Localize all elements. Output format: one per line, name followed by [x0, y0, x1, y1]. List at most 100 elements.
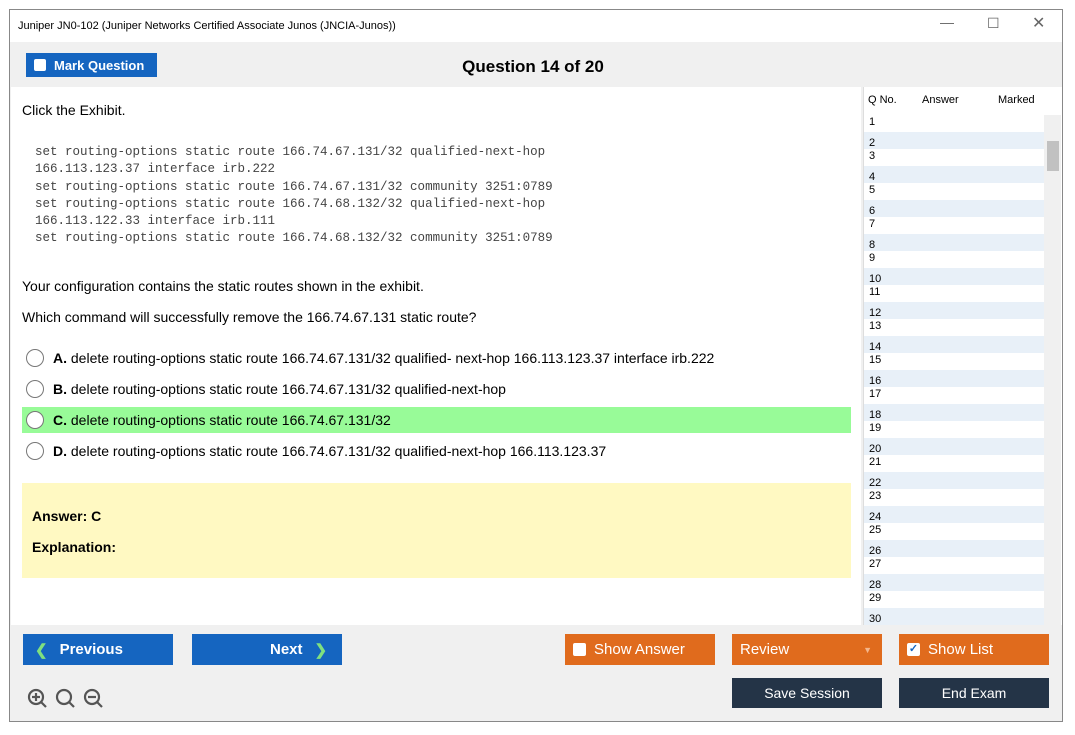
question-number: 3 — [869, 150, 876, 162]
list-row[interactable]: 8 — [864, 234, 1044, 251]
question-number: 10 — [869, 273, 882, 285]
option-text: D. delete routing-options static route 1… — [53, 443, 606, 459]
list-row[interactable]: 14 — [864, 336, 1044, 353]
list-row[interactable]: 6 — [864, 200, 1044, 217]
previous-button[interactable]: ❮ Previous — [23, 634, 173, 665]
save-session-button[interactable]: Save Session — [732, 678, 882, 708]
answer-label: Answer: C — [32, 508, 102, 524]
list-row[interactable]: 19 — [864, 421, 1044, 438]
label: Show List — [928, 641, 994, 658]
answer-option[interactable]: B. delete routing-options static route 1… — [22, 376, 851, 402]
zoom-in[interactable] — [27, 688, 47, 708]
label: Review — [740, 641, 790, 658]
app-window: Juniper JN0-102 (Juniper Networks Certif… — [9, 9, 1063, 722]
zoom-reset[interactable] — [55, 688, 75, 708]
label: Save Session — [764, 685, 850, 701]
radio-button[interactable] — [26, 442, 44, 460]
label: Mark Question — [54, 57, 145, 73]
list-row[interactable]: 11 — [864, 285, 1044, 302]
list-row[interactable]: 20 — [864, 438, 1044, 455]
radio-button[interactable] — [26, 380, 44, 398]
question-number: 19 — [869, 422, 882, 434]
window-title: Juniper JN0-102 (Juniper Networks Certif… — [18, 20, 396, 32]
list-rows: 1 2 3 4 5 6 7 8 9 10 11 12 13 14 15 16 17 18 19 20 21 22 23 24 2… — [864, 115, 1044, 625]
list-row[interactable]: 15 — [864, 353, 1044, 370]
list-row[interactable]: 12 — [864, 302, 1044, 319]
exhibit-line: set routing-options static route 166.74.… — [35, 231, 553, 246]
list-row[interactable]: 22 — [864, 472, 1044, 489]
header-answer: Answer — [922, 94, 959, 106]
exhibit: set routing-options static route 166.74.… — [35, 144, 553, 248]
title-bar: Juniper JN0-102 (Juniper Networks Certif… — [10, 10, 1062, 42]
zoom-out[interactable] — [83, 688, 103, 708]
question-number: 11 — [869, 286, 881, 298]
next-button[interactable]: Next ❯ — [192, 634, 342, 665]
answer-option[interactable]: D. delete routing-options static route 1… — [22, 438, 851, 464]
list-row[interactable]: 25 — [864, 523, 1044, 540]
list-row[interactable]: 2 — [864, 132, 1044, 149]
option-body: delete routing-options static route 166.… — [70, 381, 506, 397]
radio-button[interactable] — [26, 349, 44, 367]
answer-option[interactable]: A. delete routing-options static route 1… — [22, 345, 851, 371]
exhibit-line: 166.113.123.37 interface irb.222 — [35, 162, 276, 177]
list-row[interactable]: 9 — [864, 251, 1044, 268]
zoom-controls — [27, 688, 103, 708]
list-row[interactable]: 10 — [864, 268, 1044, 285]
question-intro: Click the Exhibit. — [22, 102, 126, 118]
exhibit-line: set routing-options static route 166.74.… — [35, 196, 546, 211]
mark-question-button[interactable]: Mark Question — [26, 53, 157, 77]
show-answer-button[interactable]: Show Answer — [565, 634, 715, 665]
scrollbar[interactable] — [1044, 115, 1061, 625]
question-number: 9 — [869, 252, 876, 264]
question-number: 15 — [869, 354, 882, 366]
option-text: B. delete routing-options static route 1… — [53, 381, 506, 397]
question-counter: Question 14 of 20 — [462, 57, 604, 76]
list-row[interactable]: 30 — [864, 608, 1044, 625]
checkbox-checked[interactable]: ✓ — [907, 643, 920, 656]
list-row[interactable]: 16 — [864, 370, 1044, 387]
maximize[interactable]: ☐ — [987, 15, 1000, 31]
list-row[interactable]: 28 — [864, 574, 1044, 591]
question-number: 7 — [869, 218, 876, 230]
question-number: 28 — [869, 579, 882, 591]
exhibit-line: 166.113.122.33 interface irb.111 — [35, 214, 276, 229]
list-row[interactable]: 27 — [864, 557, 1044, 574]
show-list-button[interactable]: ✓ Show List — [899, 634, 1049, 665]
question-number: 24 — [869, 511, 882, 523]
radio-button[interactable] — [26, 411, 44, 429]
list-row[interactable]: 4 — [864, 166, 1044, 183]
question-number: 8 — [869, 239, 876, 251]
question-number: 1 — [869, 116, 876, 128]
question-number: 14 — [869, 341, 882, 353]
review-button[interactable]: Review ▼ — [732, 634, 882, 665]
question-number: 29 — [869, 592, 882, 604]
answer-option[interactable]: C. delete routing-options static route 1… — [22, 407, 851, 433]
question-number: 27 — [869, 558, 882, 570]
list-row[interactable]: 17 — [864, 387, 1044, 404]
list-row[interactable]: 26 — [864, 540, 1044, 557]
list-row[interactable]: 7 — [864, 217, 1044, 234]
explanation-label: Explanation: — [32, 539, 117, 555]
close[interactable]: ✕ — [1032, 15, 1046, 32]
list-row[interactable]: 21 — [864, 455, 1044, 472]
minimize[interactable]: — — [940, 14, 954, 30]
option-text: A. delete routing-options static route 1… — [53, 350, 714, 366]
header-marked: Marked — [998, 94, 1035, 106]
checkbox[interactable] — [34, 59, 46, 71]
list-row[interactable]: 1 — [864, 115, 1044, 132]
question-text: Which command will successfully remove t… — [22, 309, 477, 325]
option-letter: B. — [53, 381, 67, 397]
checkbox[interactable] — [573, 643, 586, 656]
list-row[interactable]: 23 — [864, 489, 1044, 506]
list-row[interactable]: 5 — [864, 183, 1044, 200]
list-row[interactable]: 18 — [864, 404, 1044, 421]
question-number: 5 — [869, 184, 876, 196]
list-row[interactable]: 3 — [864, 149, 1044, 166]
list-row[interactable]: 13 — [864, 319, 1044, 336]
scroll-thumb[interactable] — [1047, 141, 1059, 171]
list-row[interactable]: 29 — [864, 591, 1044, 608]
list-row[interactable]: 24 — [864, 506, 1044, 523]
question-number: 16 — [869, 375, 882, 387]
end-exam-button[interactable]: End Exam — [899, 678, 1049, 708]
